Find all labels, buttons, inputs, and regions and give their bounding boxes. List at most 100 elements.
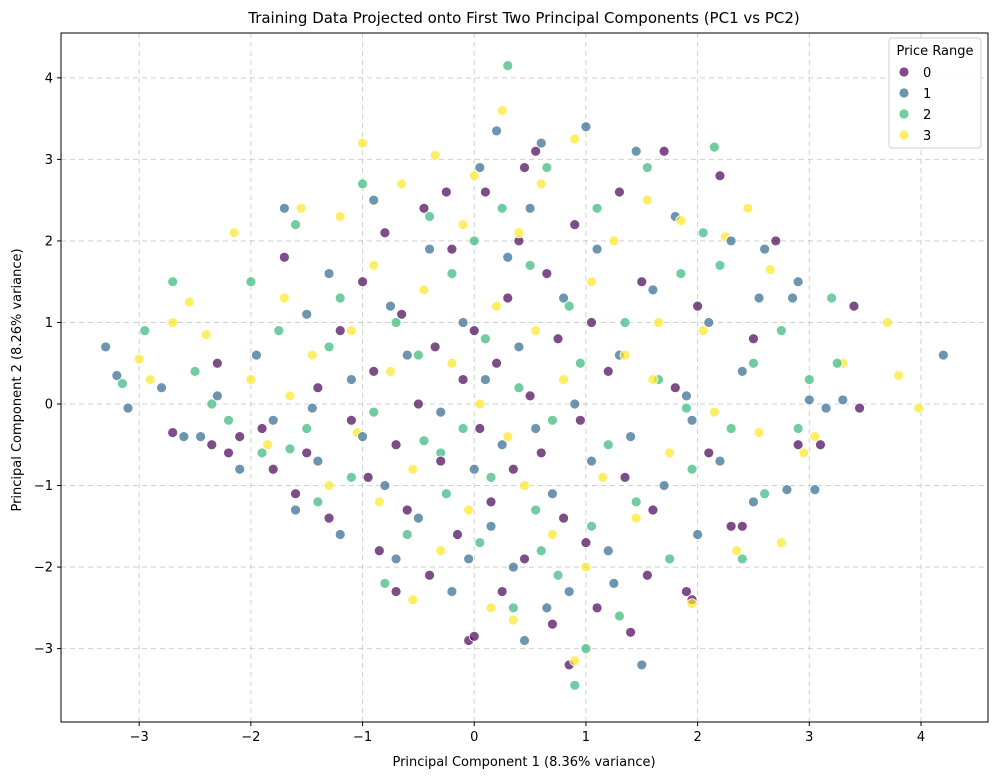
data-point-class-0 <box>848 300 860 312</box>
data-point-class-0 <box>669 382 681 394</box>
data-point-class-3 <box>429 149 441 161</box>
data-point-class-1 <box>251 349 262 361</box>
data-point-class-0 <box>301 447 313 459</box>
legend-label-3: 3 <box>923 129 931 144</box>
data-point-class-0 <box>602 365 614 377</box>
data-point-class-1 <box>334 529 346 540</box>
data-point-class-0 <box>815 439 826 451</box>
data-points <box>100 60 949 691</box>
data-point-class-2 <box>412 349 424 361</box>
grid <box>61 33 988 722</box>
plot-frame <box>60 32 989 723</box>
data-point-class-2 <box>117 378 128 390</box>
y-axis-label: Principal Component 2 (8.26% variance) <box>10 248 25 511</box>
data-point-class-2 <box>334 292 346 304</box>
y-tick-label: 4 <box>45 71 53 86</box>
data-point-class-3 <box>144 374 156 385</box>
data-point-class-3 <box>373 496 385 508</box>
data-point-class-0 <box>770 235 782 247</box>
data-point-class-1 <box>803 394 815 406</box>
data-point-class-2 <box>301 423 313 434</box>
data-point-class-3 <box>368 259 380 271</box>
data-point-class-3 <box>491 300 502 312</box>
data-point-class-0 <box>558 512 569 524</box>
data-point-class-1 <box>446 586 458 597</box>
data-point-class-0 <box>211 357 223 369</box>
data-point-class-0 <box>547 618 558 630</box>
data-point-class-3 <box>295 202 307 214</box>
data-point-class-0 <box>312 382 324 394</box>
data-point-class-3 <box>530 325 542 337</box>
data-point-class-0 <box>496 586 508 597</box>
data-point-class-0 <box>468 630 480 642</box>
data-point-class-1 <box>496 439 508 451</box>
data-point-class-3 <box>507 614 519 626</box>
data-point-class-3 <box>184 296 195 308</box>
data-point-class-3 <box>597 471 609 483</box>
data-point-class-3 <box>345 325 357 337</box>
data-point-class-0 <box>390 439 402 451</box>
legend-box <box>888 37 982 149</box>
data-point-class-1 <box>636 659 648 671</box>
data-point-class-3 <box>407 463 419 475</box>
data-point-class-2 <box>401 529 413 540</box>
data-point-class-3 <box>882 317 893 328</box>
data-point-class-3 <box>586 276 597 288</box>
data-point-class-2 <box>357 178 368 190</box>
data-point-class-2 <box>345 471 357 483</box>
data-point-class-0 <box>368 365 380 377</box>
data-point-class-1 <box>625 431 637 443</box>
data-point-class-1 <box>474 162 486 173</box>
data-point-class-3 <box>200 329 212 341</box>
data-point-class-3 <box>619 349 631 361</box>
data-point-class-1 <box>401 349 413 361</box>
data-point-class-1 <box>100 341 112 353</box>
legend: Price Range 0 1 2 3 <box>888 37 982 149</box>
data-point-class-2 <box>686 463 698 475</box>
data-point-class-2 <box>725 423 737 434</box>
data-point-class-3 <box>893 370 905 381</box>
data-point-class-3 <box>798 447 810 459</box>
data-point-class-2 <box>826 292 838 304</box>
x-tick-label: 4 <box>917 730 925 745</box>
data-point-class-3 <box>647 374 659 385</box>
data-point-class-3 <box>519 480 530 491</box>
data-point-class-2 <box>507 602 519 614</box>
data-point-class-0 <box>362 471 374 483</box>
data-point-class-2 <box>424 211 435 222</box>
data-point-class-2 <box>675 268 687 279</box>
data-point-class-2 <box>496 202 508 214</box>
data-point-class-1 <box>513 341 525 353</box>
data-point-class-1 <box>424 243 435 255</box>
data-point-class-0 <box>569 219 581 231</box>
data-point-class-1 <box>630 145 642 157</box>
data-point-class-3 <box>686 598 698 610</box>
data-point-class-3 <box>474 398 486 410</box>
data-point-class-2 <box>614 610 625 622</box>
data-point-class-0 <box>491 357 502 369</box>
data-point-class-3 <box>913 402 925 414</box>
data-point-class-1 <box>368 194 380 206</box>
data-point-class-1 <box>457 317 469 328</box>
data-point-class-1 <box>519 635 530 646</box>
data-point-class-0 <box>591 602 603 614</box>
data-point-class-1 <box>591 243 603 255</box>
data-point-class-2 <box>390 317 402 328</box>
data-point-class-2 <box>591 202 603 214</box>
data-point-class-1 <box>837 394 849 406</box>
data-point-class-0 <box>692 300 704 312</box>
data-point-class-3 <box>435 545 447 557</box>
data-point-class-0 <box>457 374 469 385</box>
data-point-class-1 <box>937 349 949 361</box>
data-point-class-0 <box>401 504 413 516</box>
data-point-class-0 <box>502 292 514 304</box>
data-point-class-3 <box>463 504 475 516</box>
data-point-class-3 <box>167 317 179 328</box>
x-tick-label: −1 <box>353 730 372 745</box>
data-point-class-0 <box>373 545 385 557</box>
data-point-class-1 <box>787 292 798 304</box>
y-tick-label: −2 <box>34 561 53 576</box>
data-point-class-0 <box>418 202 430 214</box>
data-point-class-3 <box>809 431 821 443</box>
legend-title: Price Range <box>896 44 973 59</box>
